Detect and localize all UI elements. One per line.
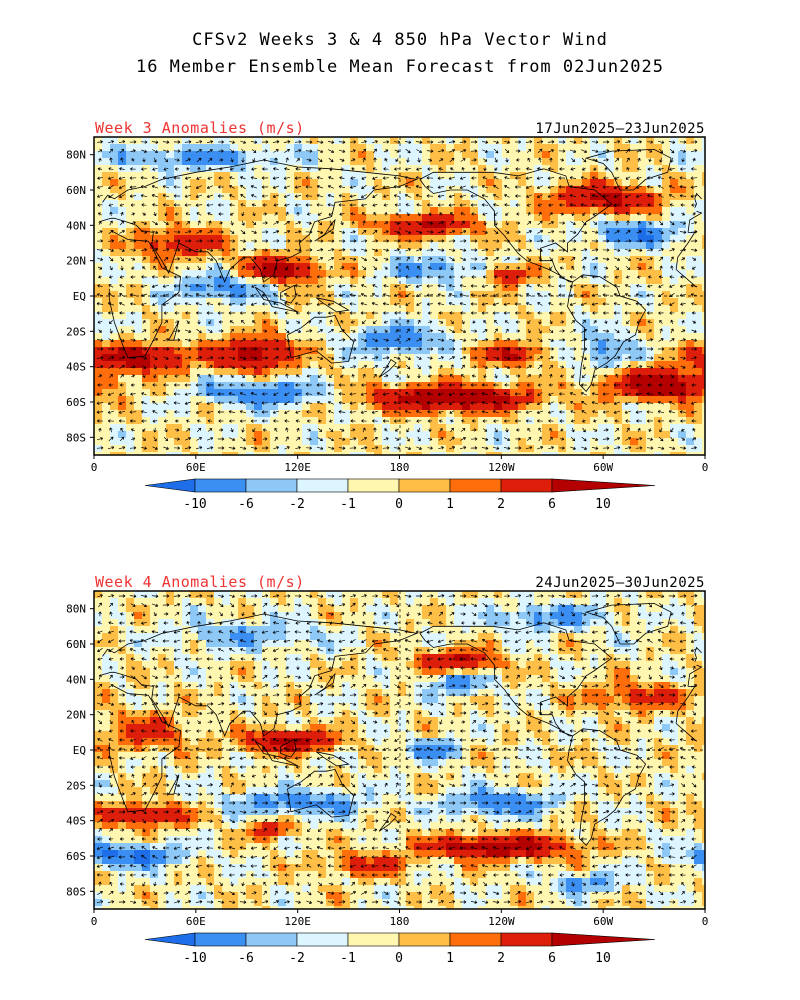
lat-tick-label: 20S — [66, 325, 86, 338]
lat-tick-label: 40S — [66, 815, 86, 828]
colorbar-label: 0 — [395, 497, 403, 512]
lat-tick-label: 80S — [66, 885, 86, 898]
colorbar-bin — [245, 932, 298, 947]
panel-week4-dates: 24Jun2025–30Jun2025 — [535, 575, 705, 591]
colorbar-label: -10 — [183, 497, 206, 512]
panel-week3-lon-axis: 0 60E 120E 180 120W 60W 0 — [91, 455, 709, 474]
panel-week4-lon-axis: 0 60E 120E 180 120W 60W 0 — [91, 909, 709, 928]
figure-title-line-2: 16 Member Ensemble Mean Forecast from 02… — [135, 57, 665, 77]
colorbar-label: 1 — [446, 951, 454, 966]
colorbar-bin — [194, 478, 247, 493]
panel-week4-title: Week 4 Anomalies (m/s) — [95, 573, 305, 591]
colorbar-left-arrow — [144, 932, 196, 947]
panel-week4-colorbar: -10 -6 -2 -1 0 1 2 6 10 — [144, 932, 656, 966]
lat-tick-label: 20N — [66, 255, 86, 268]
lon-tick-label: 180 — [390, 915, 410, 928]
lat-tick-label: 40N — [66, 673, 86, 686]
colorbar-label: 6 — [548, 951, 556, 966]
lon-tick-label: 60W — [593, 461, 613, 474]
colorbar-label: 0 — [395, 951, 403, 966]
lat-tick-label: 60N — [66, 184, 86, 197]
lon-tick-label: 0 — [91, 915, 98, 928]
colorbar-label: -10 — [183, 951, 206, 966]
panel-week3: Week 3 Anomalies (m/s) 17Jun2025–23Jun20… — [66, 119, 709, 512]
lat-tick-label: EQ — [73, 744, 86, 757]
panel-week3-lat-axis: 80N 60N 40N 20N EQ 20S 40S 60S 80S — [66, 149, 94, 444]
lon-tick-label: 120E — [284, 461, 311, 474]
panel-week4-wind-vectors — [96, 594, 698, 905]
colorbar-label: -1 — [340, 951, 356, 966]
panel-week3-colorbar: -10 -6 -2 -1 0 1 2 6 10 — [144, 478, 656, 512]
figure-title-line-1: CFSv2 Weeks 3 & 4 850 hPa Vector Wind — [192, 30, 608, 50]
lat-tick-label: 20S — [66, 779, 86, 792]
colorbar-bin — [347, 478, 400, 493]
lat-tick-label: 60S — [66, 396, 86, 409]
colorbar-bin — [245, 478, 298, 493]
colorbar-label: -2 — [289, 497, 305, 512]
panel-week3-dates: 17Jun2025–23Jun2025 — [535, 121, 705, 137]
colorbar-label: -6 — [238, 951, 254, 966]
lat-tick-label: 60S — [66, 850, 86, 863]
colorbar-bin — [449, 478, 502, 493]
lon-tick-label: 0 — [91, 461, 98, 474]
lon-tick-label: 60E — [186, 461, 206, 474]
panel-week4-lat-axis: 80N 60N 40N 20N EQ 20S 40S 60S 80S — [66, 603, 94, 898]
colorbar-label: -6 — [238, 497, 254, 512]
lon-tick-label: 180 — [390, 461, 410, 474]
panel-week4: Week 4 Anomalies (m/s) 24Jun2025–30Jun20… — [66, 573, 709, 966]
lon-tick-label: 0 — [702, 461, 709, 474]
colorbar-bin — [347, 932, 400, 947]
panel-week4-coastlines — [98, 602, 703, 847]
lat-tick-label: 80S — [66, 431, 86, 444]
lon-tick-label: 120W — [488, 461, 515, 474]
lon-tick-label: 60W — [593, 915, 613, 928]
colorbar-right-arrow — [551, 932, 656, 947]
colorbar-label: 2 — [497, 951, 505, 966]
panel-week3-coastlines — [98, 148, 703, 393]
panel-week3-title: Week 3 Anomalies (m/s) — [95, 119, 305, 137]
colorbar-label: 6 — [548, 497, 556, 512]
colorbar-bin — [500, 478, 553, 493]
lon-tick-label: 120E — [284, 915, 311, 928]
lat-tick-label: 80N — [66, 149, 86, 162]
lat-tick-label: 20N — [66, 709, 86, 722]
lon-tick-label: 60E — [186, 915, 206, 928]
colorbar-label: 2 — [497, 497, 505, 512]
lat-tick-label: 40S — [66, 361, 86, 374]
colorbar-bin — [398, 932, 451, 947]
colorbar-label: -2 — [289, 951, 305, 966]
lat-tick-label: EQ — [73, 290, 86, 303]
colorbar-label: -1 — [340, 497, 356, 512]
lon-tick-label: 120W — [488, 915, 515, 928]
colorbar-label: 10 — [595, 497, 611, 512]
colorbar-left-arrow — [144, 478, 196, 493]
colorbar-bin — [296, 478, 349, 493]
colorbar-bin — [398, 478, 451, 493]
lat-tick-label: 40N — [66, 219, 86, 232]
colorbar-bin — [500, 932, 553, 947]
lon-tick-label: 0 — [702, 915, 709, 928]
colorbar-bin — [449, 932, 502, 947]
lat-tick-label: 80N — [66, 603, 86, 616]
colorbar-bin — [296, 932, 349, 947]
lat-tick-label: 60N — [66, 638, 86, 651]
panel-week3-wind-vectors — [96, 140, 698, 450]
colorbar-label: 1 — [446, 497, 454, 512]
colorbar-label: 10 — [595, 951, 611, 966]
colorbar-right-arrow — [551, 478, 656, 493]
colorbar-bin — [194, 932, 247, 947]
